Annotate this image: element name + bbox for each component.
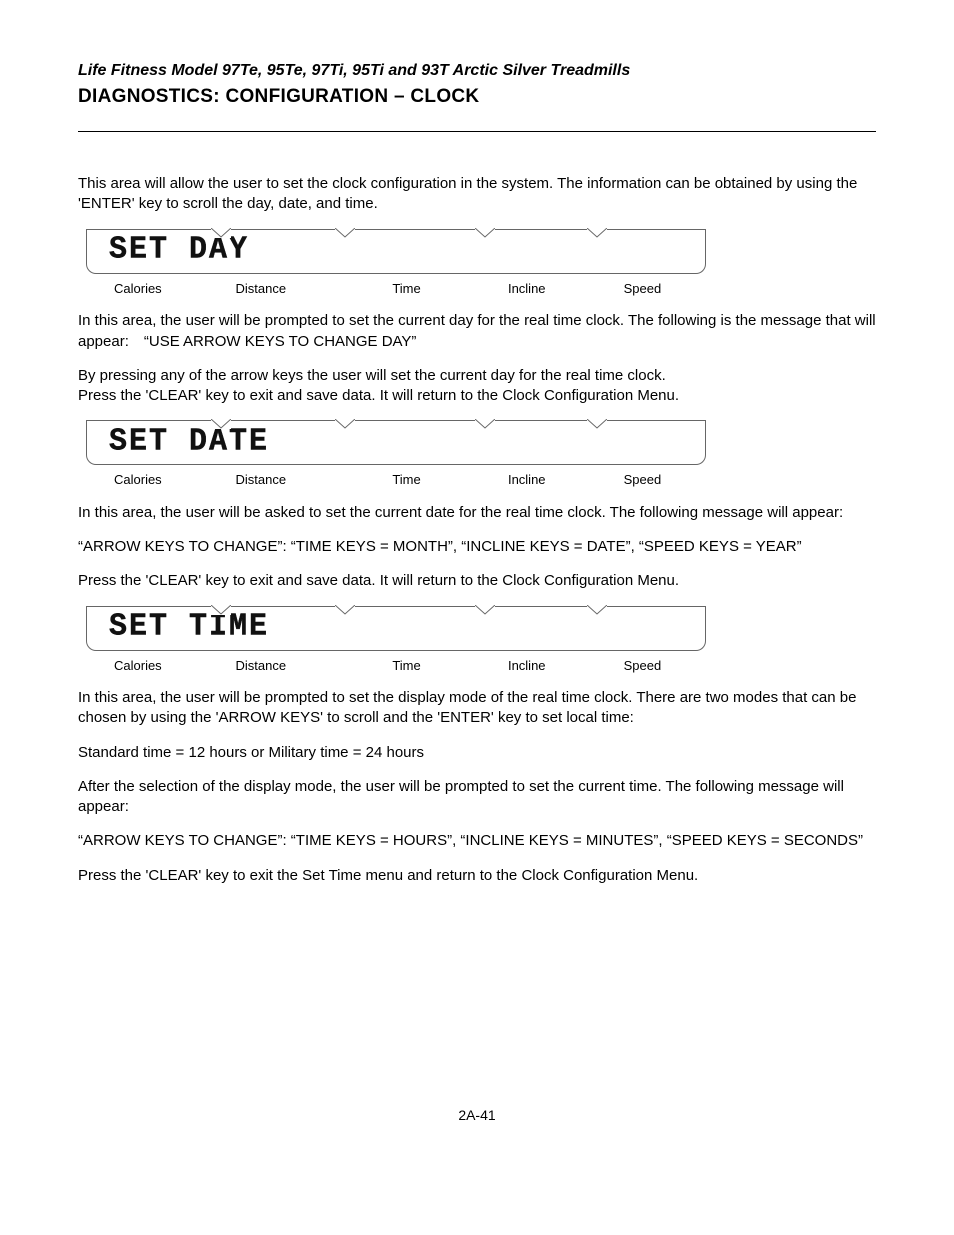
- lcd-notch-icon: [335, 605, 355, 615]
- time-p1: In this area, the user will be prompted …: [78, 688, 876, 729]
- lcd-notch-icon: [335, 419, 355, 429]
- lcd-label-speed: Speed: [624, 657, 702, 675]
- lcd-labels-row: Calories Distance Time Incline Speed: [86, 280, 706, 298]
- page-number: 2A-41: [78, 1106, 876, 1125]
- lcd-notch-icon: [475, 228, 495, 238]
- lcd-label-incline: Incline: [508, 280, 624, 298]
- lcd-label-incline: Incline: [508, 657, 624, 675]
- lcd-label-time: Time: [392, 471, 508, 489]
- header-subtitle: Life Fitness Model 97Te, 95Te, 97Ti, 95T…: [78, 60, 876, 82]
- lcd-display-text: SET TIME: [109, 606, 269, 649]
- lcd-label-speed: Speed: [624, 280, 702, 298]
- lcd-frame: SET DAY: [86, 229, 706, 274]
- lcd-panel-set-day: SET DAY Calories Distance Time Incline S…: [86, 229, 706, 298]
- lcd-panel-set-date: SET DATE Calories Distance Time Incline …: [86, 420, 706, 489]
- lcd-notch-icon: [587, 228, 607, 238]
- lcd-label-calories: Calories: [90, 471, 236, 489]
- day-p1: In this area, the user will be prompted …: [78, 311, 876, 352]
- lcd-labels-row: Calories Distance Time Incline Speed: [86, 657, 706, 675]
- lcd-notch-icon: [211, 228, 231, 238]
- lcd-label-time: Time: [392, 657, 508, 675]
- lcd-label-distance: Distance: [236, 471, 393, 489]
- lcd-label-incline: Incline: [508, 471, 624, 489]
- lcd-label-time: Time: [392, 280, 508, 298]
- lcd-panel-set-time: SET TIME Calories Distance Time Incline …: [86, 606, 706, 675]
- lcd-notch-icon: [475, 605, 495, 615]
- lcd-display-text: SET DATE: [109, 421, 269, 464]
- date-p3: Press the 'CLEAR' key to exit and save d…: [78, 571, 876, 591]
- lcd-label-calories: Calories: [90, 657, 236, 675]
- day-p3: Press the 'CLEAR' key to exit and save d…: [78, 386, 876, 406]
- lcd-frame: SET TIME: [86, 606, 706, 651]
- date-p1: In this area, the user will be asked to …: [78, 503, 876, 523]
- lcd-label-speed: Speed: [624, 471, 702, 489]
- lcd-notch-icon: [211, 419, 231, 429]
- time-p5: Press the 'CLEAR' key to exit the Set Ti…: [78, 866, 876, 886]
- lcd-notch-icon: [587, 419, 607, 429]
- time-p4: “ARROW KEYS TO CHANGE”: “TIME KEYS = HOU…: [78, 831, 876, 851]
- header-title: DIAGNOSTICS: CONFIGURATION – CLOCK: [78, 84, 876, 110]
- lcd-notch-icon: [335, 228, 355, 238]
- header-rule: [78, 131, 876, 132]
- lcd-label-distance: Distance: [236, 657, 393, 675]
- time-p3: After the selection of the display mode,…: [78, 777, 876, 818]
- lcd-labels-row: Calories Distance Time Incline Speed: [86, 471, 706, 489]
- intro-text: This area will allow the user to set the…: [78, 174, 876, 215]
- lcd-notch-icon: [475, 419, 495, 429]
- lcd-label-distance: Distance: [236, 280, 393, 298]
- lcd-label-calories: Calories: [90, 280, 236, 298]
- lcd-notch-icon: [211, 605, 231, 615]
- day-p2: By pressing any of the arrow keys the us…: [78, 366, 876, 386]
- date-p2: “ARROW KEYS TO CHANGE”: “TIME KEYS = MON…: [78, 537, 876, 557]
- lcd-notch-icon: [587, 605, 607, 615]
- time-p2: Standard time = 12 hours or Military tim…: [78, 743, 876, 763]
- lcd-frame: SET DATE: [86, 420, 706, 465]
